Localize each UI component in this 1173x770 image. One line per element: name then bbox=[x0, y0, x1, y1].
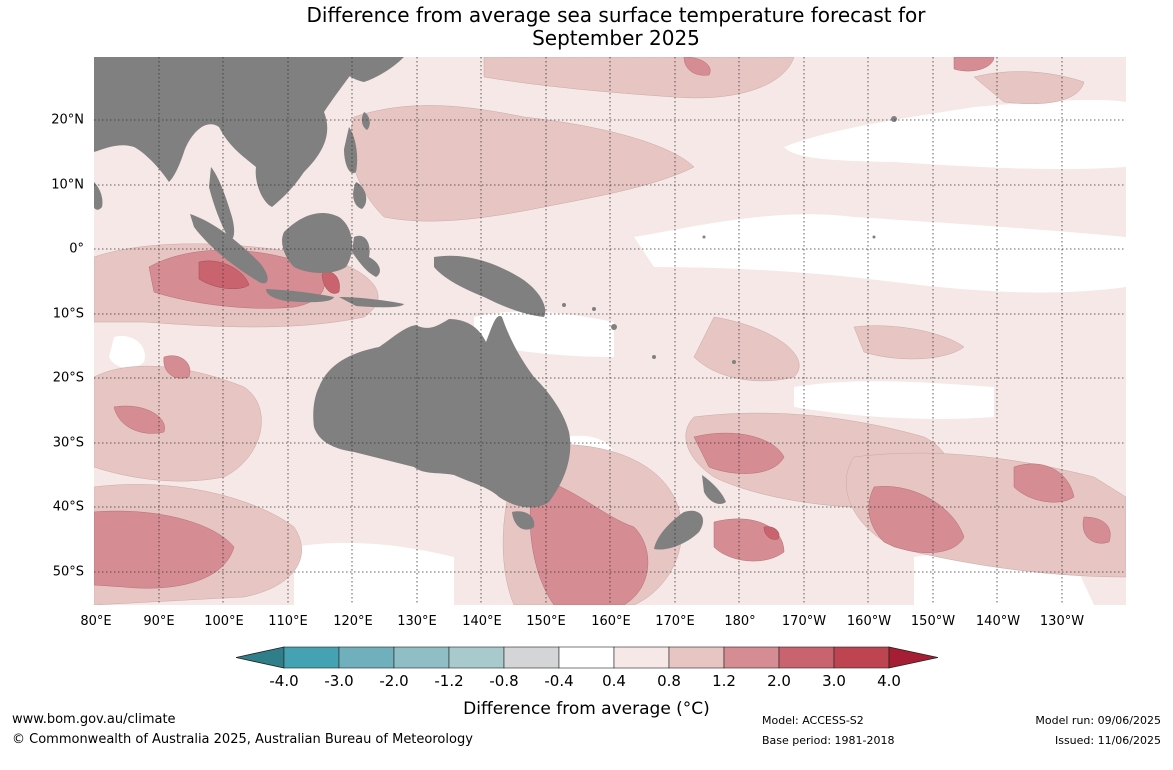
colorbar-bin-6 bbox=[558, 646, 615, 669]
colorbar-bin-2 bbox=[338, 646, 395, 669]
lat-label-10s: 10°S bbox=[52, 306, 84, 322]
title-line-1: Difference from average sea surface temp… bbox=[306, 3, 926, 27]
colorbar-tick-11: 3.0 bbox=[822, 672, 846, 690]
colorbar-tick-10: 2.0 bbox=[767, 672, 791, 690]
lon-label-170e: 170°E bbox=[655, 614, 695, 629]
lat-label-20s: 20°S bbox=[52, 370, 84, 386]
lon-label-130e: 130°E bbox=[397, 614, 437, 629]
colorbar-bin-7 bbox=[613, 646, 670, 669]
colorbar-bin-4 bbox=[448, 646, 505, 669]
colorbar-title: Difference from average (°C) bbox=[463, 699, 710, 719]
lon-label-100e: 100°E bbox=[204, 614, 244, 629]
colorbar-tick-6: -0.4 bbox=[544, 672, 574, 690]
lat-label-40s: 40°S bbox=[52, 499, 84, 515]
colorbar-tick-5: -0.8 bbox=[489, 672, 519, 690]
positive-anomaly-2-0 bbox=[198, 260, 780, 540]
footer-base-period: Base period: 1981-2018 bbox=[762, 734, 895, 747]
footer-model: Model: ACCESS-S2 bbox=[762, 714, 864, 727]
lon-label-130w: 130°W bbox=[1039, 614, 1085, 629]
near-normal-regions bbox=[109, 99, 1126, 605]
colorbar-bin-9 bbox=[723, 646, 780, 669]
colorbar-bin-3 bbox=[393, 646, 450, 669]
lon-label-140e: 140°E bbox=[462, 614, 502, 629]
lat-label-20n: 20°N bbox=[51, 112, 84, 128]
lon-label-90e: 90°E bbox=[143, 614, 175, 629]
colorbar bbox=[236, 646, 938, 669]
colorbar-tick-7: 0.4 bbox=[602, 672, 626, 690]
lon-label-180: 180° bbox=[724, 614, 756, 629]
colorbar-tick-1: -4.0 bbox=[269, 672, 299, 690]
colorbar-tick-12: 4.0 bbox=[877, 672, 901, 690]
title-line-2: September 2025 bbox=[532, 26, 700, 50]
lon-label-160e: 160°E bbox=[591, 614, 631, 629]
colorbar-tick-3: -2.0 bbox=[379, 672, 409, 690]
footer-copyright: © Commonwealth of Australia 2025, Austra… bbox=[12, 732, 473, 747]
colorbar-tick-8: 0.8 bbox=[657, 672, 681, 690]
lat-label-10n: 10°N bbox=[51, 177, 84, 193]
colorbar-tick-2: -3.0 bbox=[324, 672, 354, 690]
sst-anomaly-map bbox=[94, 57, 1126, 605]
footer-issued: Issued: 11/06/2025 bbox=[1054, 734, 1161, 747]
map-title: Difference from average sea surface temp… bbox=[0, 4, 1173, 50]
lon-label-120e: 120°E bbox=[333, 614, 373, 629]
colorbar-arrow-high bbox=[888, 646, 938, 669]
colorbar-bin-1 bbox=[283, 646, 340, 669]
lon-label-150w: 150°W bbox=[910, 614, 956, 629]
lon-label-150e: 150°E bbox=[526, 614, 566, 629]
colorbar-bin-5 bbox=[503, 646, 560, 669]
graticule-lines bbox=[94, 57, 1126, 605]
lat-label-30s: 30°S bbox=[52, 435, 84, 451]
colorbar-bin-8 bbox=[668, 646, 725, 669]
footer-model-run: Model run: 09/06/2025 bbox=[1035, 714, 1161, 727]
lat-label-0: 0° bbox=[69, 241, 84, 257]
colorbar-bin-10 bbox=[778, 646, 835, 669]
land-masses bbox=[94, 57, 897, 550]
lon-label-80e: 80°E bbox=[80, 614, 112, 629]
lon-label-160w: 160°W bbox=[846, 614, 892, 629]
colorbar-bin-11 bbox=[833, 646, 890, 669]
lon-label-110e: 110°E bbox=[268, 614, 308, 629]
footer-url: www.bom.gov.au/climate bbox=[12, 712, 176, 727]
colorbar-tick-4: -1.2 bbox=[434, 672, 464, 690]
lat-label-50s: 50°S bbox=[52, 564, 84, 580]
colorbar-tick-9: 1.2 bbox=[712, 672, 736, 690]
lon-label-170w: 170°W bbox=[781, 614, 827, 629]
colorbar-arrow-low bbox=[236, 646, 285, 669]
lon-label-140w: 140°W bbox=[975, 614, 1021, 629]
map-canvas bbox=[94, 57, 1126, 605]
